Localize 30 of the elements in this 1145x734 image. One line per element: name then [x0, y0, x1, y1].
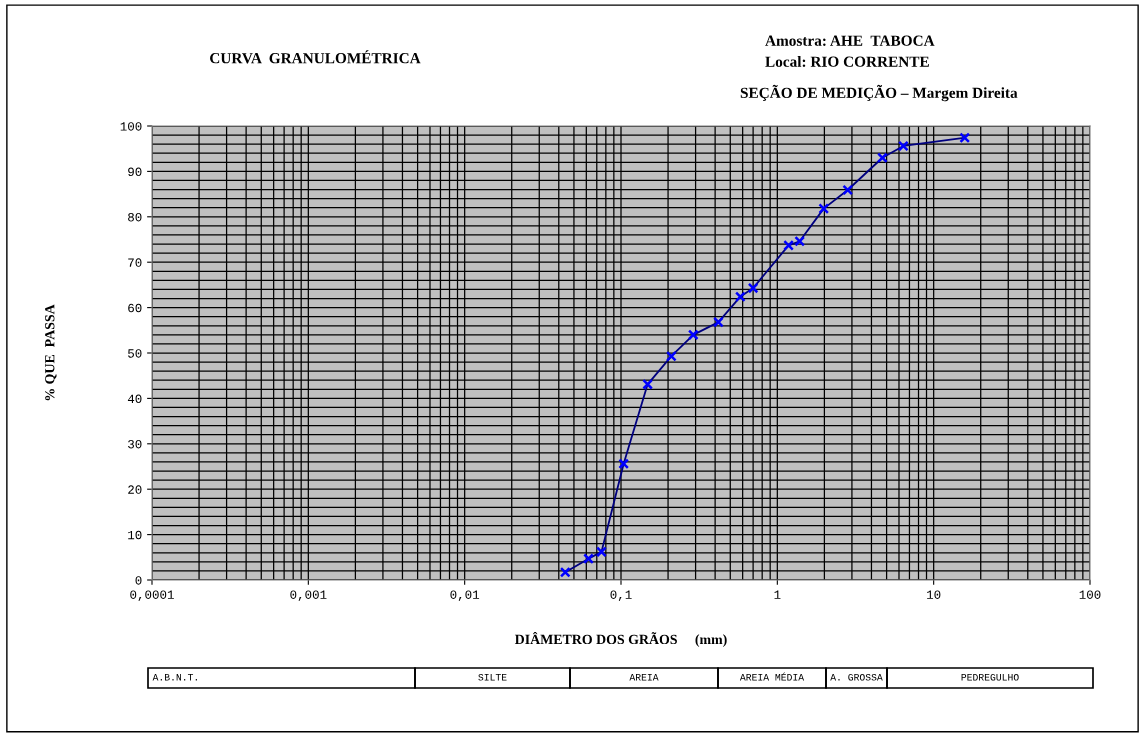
x-tick-label: 100 — [1079, 590, 1101, 599]
text: AREIA MÉDIA — [739, 672, 805, 681]
y-tick-label: 20 — [128, 485, 142, 494]
text: A.B.N.T. — [152, 674, 197, 681]
y-axis-title: % QUE PASSA — [45, 304, 57, 401]
text: AREIA — [629, 674, 659, 681]
x-tick-label: 0,001 — [290, 590, 327, 601]
chart-title: CURVA GRANULOMÉTRICA — [210, 50, 421, 64]
y-tick-label: 0 — [135, 576, 142, 585]
x-tick-label: 1 — [774, 590, 781, 599]
text: Amostra: AHE TABOCA — [765, 35, 935, 46]
y-tick-label: 100 — [120, 122, 142, 131]
x-tick-label: 0,0001 — [130, 590, 174, 601]
text: SILTE — [478, 674, 507, 681]
text: A. GROSSA — [830, 674, 883, 681]
x-tick-label: 0,1 — [610, 590, 632, 601]
y-tick-label: 50 — [128, 349, 142, 358]
y-tick-label: 90 — [128, 167, 142, 177]
x-tick-label: 0,01 — [450, 590, 480, 601]
y-tick-label: 70 — [128, 258, 142, 267]
x-axis-title: DIÂMETRO DOS GRÃOS (mm) — [514, 631, 727, 647]
y-tick-label: 10 — [128, 530, 142, 540]
y-tick-label: 30 — [128, 439, 142, 449]
text: PEDREGULHO — [961, 674, 1019, 681]
y-tick-label: 60 — [128, 303, 142, 313]
x-tick-label: 10 — [927, 590, 941, 599]
y-tick-label: 80 — [128, 212, 142, 222]
y-tick-label: 40 — [127, 394, 142, 404]
text: Local: RIO CORRENTE — [765, 56, 929, 67]
text: SEÇÃO DE MEDIÇÃO – Margem Direita — [740, 84, 1018, 102]
